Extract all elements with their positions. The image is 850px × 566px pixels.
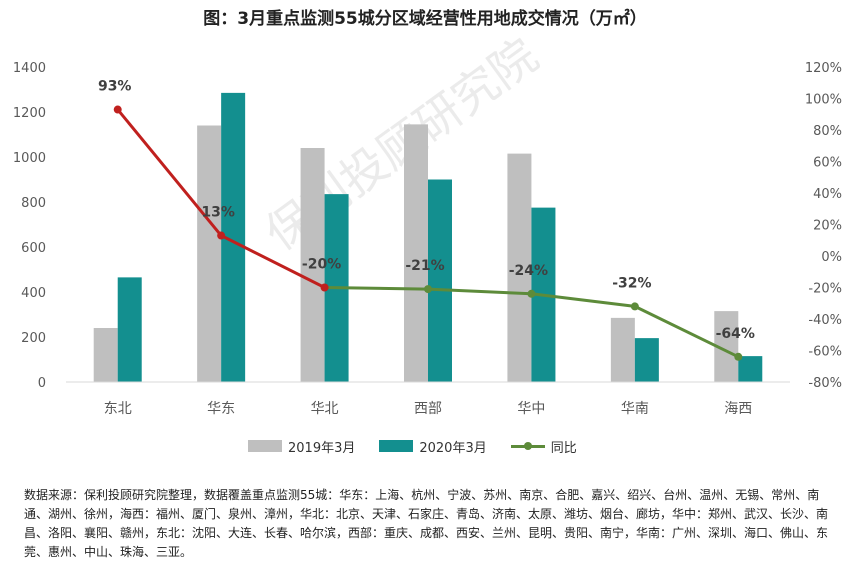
right-axis: -80% -60% -40% -20% 0% 20% 40% 60% 80% 100% 120%	[805, 61, 842, 391]
x-tick-label: 华东	[207, 401, 235, 417]
bar-2020年3月-东北	[117, 277, 142, 382]
x-tick-label: 海西	[724, 401, 752, 417]
bar-2019年3月-华中	[507, 153, 532, 382]
left-tick-label: 1400	[13, 61, 46, 76]
legend-item-yoy: 同比	[510, 437, 577, 456]
right-tick-label: 0%	[821, 250, 842, 265]
yoy-point-华东	[217, 231, 226, 240]
bar-2019年3月-东北	[93, 328, 118, 382]
yoy-line-segment	[634, 305, 739, 359]
yoy-data-label: -32%	[612, 275, 651, 291]
chart-title: 图：3月重点监测55城分区域经营性用地成交情况（万㎡）	[203, 9, 647, 29]
yoy-line-segment	[220, 234, 326, 289]
yoy-point-西部	[424, 285, 432, 294]
yoy-line-series: 93% 13% -20% -21% -24% -32% -64%	[98, 79, 755, 361]
legend-item-2019: 2019年3月	[248, 437, 355, 456]
legend-swatch-yoy	[510, 440, 545, 452]
yoy-data-label: -20%	[302, 257, 341, 273]
yoy-point-海西	[734, 352, 743, 361]
legend-label-yoy: 同比	[550, 440, 577, 456]
right-tick-label: 100%	[805, 93, 842, 108]
right-tick-label: -60%	[808, 345, 842, 360]
left-tick-label: 1000	[13, 151, 46, 166]
yoy-point-华北	[320, 283, 329, 292]
left-tick-label: 800	[21, 196, 46, 211]
yoy-point-东北	[113, 105, 122, 114]
yoy-data-label: 13%	[201, 205, 235, 221]
legend-swatch-2020	[379, 440, 414, 452]
yoy-line-segment	[116, 108, 223, 237]
yoy-line-segment	[531, 292, 636, 308]
right-tick-label: -80%	[808, 376, 842, 391]
legend-swatch-2019	[248, 440, 282, 452]
x-tick-label: 东北	[104, 401, 132, 417]
right-tick-label: -20%	[808, 282, 842, 297]
left-tick-label: 200	[21, 331, 46, 346]
x-tick-label: 华南	[621, 401, 649, 417]
legend: 2019年3月 2020年3月 同比	[248, 436, 601, 456]
bar-2019年3月-华南	[610, 317, 635, 382]
right-tick-label: 120%	[805, 61, 842, 76]
chart-plot: 0 200 400 600 800 1000 1200 1400 -80% -60% -40% -2…	[13, 61, 842, 417]
yoy-point-华中	[527, 289, 536, 298]
legend-label-2020: 2020年3月	[419, 440, 487, 456]
right-tick-label: -40%	[808, 313, 842, 328]
left-tick-label: 400	[21, 286, 46, 301]
x-axis-labels: 东北 华东 华北 西部 华中 华南 海西	[104, 401, 753, 417]
bar-series	[93, 92, 763, 382]
yoy-data-label: 93%	[98, 79, 132, 95]
yoy-line-segment	[324, 286, 429, 291]
left-tick-label: 1200	[13, 106, 46, 121]
legend-item-2020: 2020年3月	[379, 437, 487, 456]
left-tick-label: 0	[38, 376, 46, 391]
legend-label-2019: 2019年3月	[288, 440, 356, 456]
source-note: 数据来源：保利投顾研究院整理，数据覆盖重点监测55城：华东：上海、杭州、宁波、苏…	[24, 488, 829, 559]
right-tick-label: 20%	[813, 219, 842, 234]
bar-2020年3月-华南	[634, 338, 659, 382]
x-tick-label: 华中	[517, 401, 545, 417]
right-tick-label: 40%	[813, 187, 842, 202]
x-tick-label: 西部	[414, 401, 442, 417]
yoy-data-label: -21%	[405, 258, 444, 274]
bar-2019年3月-华东	[197, 125, 222, 382]
bar-2020年3月-海西	[738, 356, 763, 382]
yoy-line-segment	[427, 287, 532, 296]
left-axis: 0 200 400 600 800 1000 1200 1400	[13, 61, 46, 391]
bar-2019年3月-西部	[404, 124, 428, 382]
bar-2020年3月-西部	[428, 179, 452, 382]
left-tick-label: 600	[21, 241, 46, 256]
right-tick-label: 80%	[813, 124, 842, 139]
yoy-point-华南	[630, 302, 639, 311]
yoy-data-label: -24%	[509, 263, 548, 279]
right-tick-label: 60%	[813, 156, 842, 171]
x-tick-label: 华北	[311, 401, 339, 417]
yoy-data-label: -64%	[716, 326, 755, 342]
bar-2019年3月-华北	[300, 148, 325, 382]
